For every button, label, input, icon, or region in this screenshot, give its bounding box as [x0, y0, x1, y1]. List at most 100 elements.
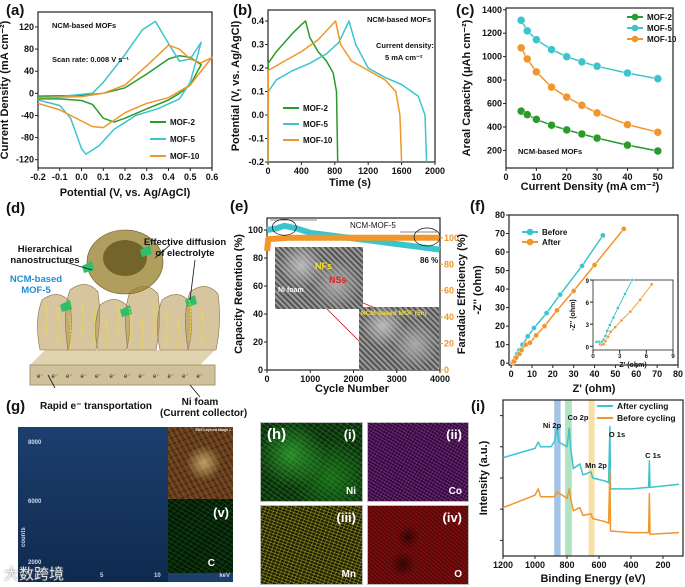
data-point: [579, 263, 585, 269]
panel-label-e: (e): [230, 198, 249, 215]
x-tick-label: 600: [591, 560, 606, 570]
data-point: [533, 332, 539, 339]
chart-annotation: 5 mA cm⁻²: [385, 53, 423, 62]
x-tick-label: 0.3: [140, 172, 153, 182]
x-tick-label: 0.6: [206, 172, 219, 182]
x-tick-label: 50: [610, 369, 620, 379]
y-tick-label: -120: [16, 155, 34, 165]
y-tick-label: 1400: [482, 5, 502, 15]
legend-label: MOF-5: [647, 24, 672, 33]
y-tick-label: -0.2: [248, 157, 264, 167]
data-point: [543, 310, 550, 316]
data-point: [541, 323, 548, 329]
legend-label: After: [542, 238, 561, 247]
data-point: [562, 92, 571, 102]
electrolyte-arrow: [128, 307, 132, 349]
mof-5-label: NCM-based MOF-5: [9, 274, 63, 296]
data-point: [591, 262, 598, 268]
x-tick-label: 20: [548, 369, 558, 379]
data-point: [532, 115, 541, 124]
x-tick-label: 80: [673, 369, 683, 379]
chart-annotation: Scan rate: 0.008 V s⁻¹: [52, 55, 129, 64]
data-point: [577, 57, 587, 67]
data-point: [523, 26, 532, 36]
hierarchical-label: Hierarchical nanostructures: [10, 244, 80, 266]
data-point: [623, 292, 627, 296]
xps-band: [565, 400, 572, 556]
eds-xtick: 5: [100, 573, 104, 579]
x-tick-label: 4000: [430, 374, 450, 384]
x-tick-label: 1000: [525, 560, 545, 570]
eds-ytick: 6000: [28, 499, 42, 505]
y-tick-label: 10: [495, 340, 505, 350]
map-element-label: O: [454, 569, 462, 580]
xps-band-label: Co 2p: [568, 413, 589, 422]
x-tick-label: 1200: [493, 560, 513, 570]
data-point: [547, 120, 556, 130]
x-tick-label: 400: [294, 166, 309, 176]
x-tick-label: 2000: [425, 166, 445, 176]
y-tick-label: 20: [253, 337, 263, 347]
y-axis-title: Intensity (a.u.): [478, 440, 490, 515]
electrolyte-arrow: [80, 299, 84, 341]
ni-foam-label: Ni foam (Current collector): [160, 397, 247, 419]
data-point: [547, 82, 556, 92]
electrolyte-arrow: [56, 307, 60, 349]
data-point: [649, 282, 654, 287]
x-tick-label: 3: [618, 354, 622, 360]
y-tick-label: 0.3: [251, 40, 264, 50]
y-tick-label: 0: [258, 365, 263, 375]
data-point: [600, 232, 606, 239]
callout-line: [189, 384, 201, 398]
y-tick-label: -40: [21, 110, 34, 120]
xps-band: [588, 400, 595, 556]
data-point: [523, 110, 532, 119]
map-v-label: (v): [213, 505, 229, 520]
y-tick-label: 9: [586, 279, 590, 285]
chart-b: 0 400 800 1200 1600 2000 -0.2 -0.1 0.0 0.1 0.2 0.3 0…: [230, 9, 445, 189]
y-tick-label: 120: [19, 22, 34, 32]
electron-label: e⁻: [66, 374, 73, 380]
electrolyte-arrow: [116, 299, 120, 341]
ni-foam-text: Ni foam: [181, 397, 219, 408]
y-right-tick-label: 0: [444, 365, 449, 375]
x-axis-title: Z' (ohm): [573, 383, 616, 395]
y-tick-label: 60: [495, 247, 505, 257]
x-tick-label: 20: [562, 172, 572, 182]
panel-label-b: (b): [233, 2, 253, 19]
legend-marker: [526, 238, 534, 246]
series-line-mof-2: [37, 54, 202, 123]
chart-c: 0 10 20 30 40 50 200 400 600 800 1000 1200 1400 Curre…: [461, 5, 677, 193]
data-point: [603, 339, 608, 344]
sem-inset-high-mag: NCM-based MOF (5h): [359, 307, 439, 370]
y-axis-title: -Z'' (ohm): [570, 299, 577, 330]
data-point: [623, 68, 632, 78]
eds-layered-image: EDS Layered Image 1: [168, 427, 233, 499]
x-tick-label: 0.5: [184, 172, 197, 182]
data-point: [532, 67, 541, 77]
data-point: [592, 108, 602, 118]
series-line-mof-5: [267, 20, 428, 163]
legend-marker: [631, 35, 639, 43]
x-tick-label: 6: [645, 354, 649, 360]
map-element-label: Mn: [341, 569, 356, 580]
data-point: [518, 347, 525, 354]
chart-a: -0.2 -0.1 0.0 0.1 0.2 0.3 0.4 0.5 0.6 -120 -80 -40 0…: [0, 11, 219, 199]
panel-label-f: (f): [470, 198, 485, 215]
x-tick-label: 1600: [392, 166, 412, 176]
y-tick-label: 20: [495, 321, 505, 331]
x-tick-label: 40: [590, 369, 600, 379]
map-ni: (h) (i) Ni: [260, 422, 363, 502]
map-mn: (iii) Mn: [260, 505, 363, 585]
electrolyte-arrow: [68, 315, 72, 357]
x-axis-title: Potential (V, vs. Ag/AgCl): [60, 187, 191, 199]
chart-f_inset: 0 3 6 9 0 3 6 9 Z' (ohm) -Z'' (ohm): [570, 278, 675, 369]
map-v-element: C: [207, 558, 215, 569]
x-tick-label: 200: [655, 560, 670, 570]
data-point: [577, 101, 587, 110]
electron-label: e⁻: [37, 374, 44, 380]
y-axis-title: Potential (V, vs. Ag/AgCl): [230, 20, 242, 151]
callout-line: [189, 259, 196, 301]
y-tick-label: 0: [500, 358, 505, 368]
data-point: [532, 35, 541, 44]
